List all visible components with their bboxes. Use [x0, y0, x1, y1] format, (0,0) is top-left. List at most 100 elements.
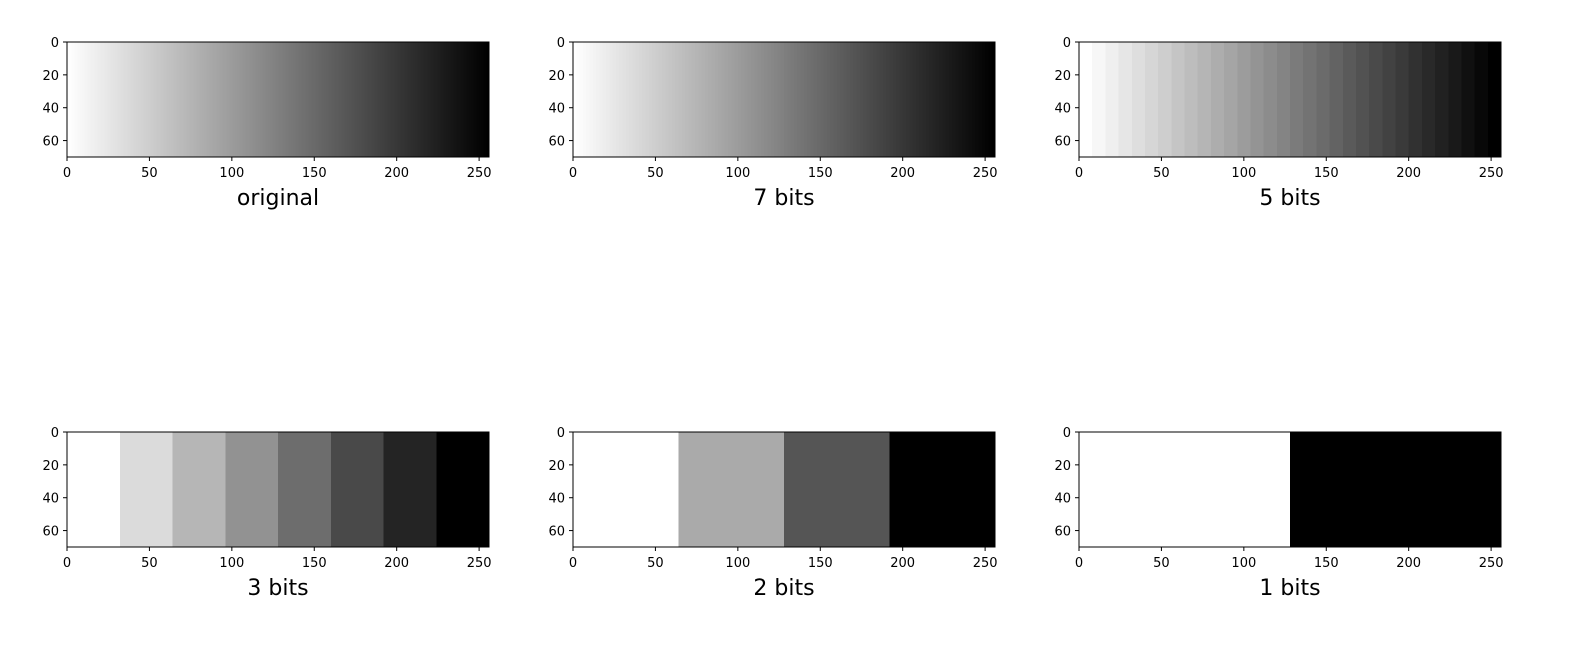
intensity-band	[1382, 42, 1397, 157]
intensity-band	[111, 42, 114, 157]
intensity-band	[96, 42, 99, 157]
y-tick-label: 0	[51, 36, 59, 51]
intensity-band	[764, 42, 769, 157]
intensity-band	[1184, 42, 1199, 157]
intensity-band	[212, 42, 215, 157]
axes-frame	[1078, 431, 1502, 548]
intensity-band	[413, 42, 416, 157]
x-tick-label: 200	[384, 556, 409, 571]
intensity-band	[912, 42, 917, 157]
y-tick-label: 20	[1054, 459, 1071, 474]
intensity-band	[678, 432, 785, 547]
intensity-band	[915, 42, 920, 157]
intensity-band	[863, 42, 868, 157]
intensity-band	[301, 42, 304, 157]
intensity-band	[823, 42, 828, 157]
intensity-band	[266, 42, 269, 157]
panel-2: 0 50 100 150 200 250 0 20 40 60 5 bits	[1054, 36, 1503, 211]
intensity-band	[840, 42, 844, 157]
intensity-band	[451, 42, 454, 157]
intensity-band	[236, 42, 240, 157]
intensity-band	[1435, 42, 1449, 157]
intensity-band	[327, 42, 330, 157]
x-tick-label: 0	[1075, 556, 1083, 571]
intensity-band	[225, 42, 228, 157]
intensity-band	[896, 42, 900, 157]
intensity-band	[165, 42, 169, 157]
intensity-band	[622, 42, 627, 157]
intensity-band	[241, 42, 244, 157]
intensity-band	[573, 42, 577, 157]
y-tick-label: 20	[42, 459, 59, 474]
intensity-band	[688, 42, 693, 157]
intensity-band	[238, 42, 241, 157]
intensity-band	[790, 42, 795, 157]
intensity-band	[1290, 42, 1304, 157]
intensity-band	[231, 42, 235, 157]
intensity-band	[642, 42, 647, 157]
intensity-band	[276, 42, 279, 157]
intensity-band	[609, 42, 614, 157]
y-tick-label: 40	[42, 492, 59, 507]
intensity-band	[826, 42, 831, 157]
intensity-band	[80, 42, 83, 157]
intensity-band	[1329, 42, 1344, 157]
intensity-band	[813, 42, 818, 157]
x-tick-label: 50	[141, 556, 158, 571]
intensity-band	[70, 42, 73, 157]
intensity-band	[487, 42, 490, 157]
intensity-band	[221, 42, 225, 157]
intensity-band	[309, 42, 312, 157]
intensity-band	[1408, 42, 1423, 157]
intensity-band	[358, 42, 362, 157]
intensity-band	[340, 42, 343, 157]
intensity-band	[217, 42, 220, 157]
intensity-band	[302, 42, 305, 157]
intensity-band	[1144, 42, 1159, 157]
intensity-band	[866, 42, 871, 157]
intensity-band	[741, 42, 746, 157]
intensity-band	[386, 42, 390, 157]
intensity-band	[942, 42, 947, 157]
intensity-band	[816, 42, 821, 157]
intensity-band	[269, 42, 273, 157]
intensity-band	[281, 42, 284, 157]
intensity-band	[985, 42, 990, 157]
axes-frame	[572, 41, 996, 158]
y-tick-label: 0	[1063, 36, 1071, 51]
y-tick-label: 40	[1054, 492, 1071, 507]
intensity-band	[747, 42, 752, 157]
x-tick-label: 250	[1479, 166, 1504, 181]
intensity-band	[952, 42, 957, 157]
intensity-band	[925, 42, 930, 157]
intensity-band	[134, 42, 137, 157]
x-tick-label: 250	[467, 166, 492, 181]
intensity-band	[1105, 42, 1120, 157]
intensity-band	[248, 42, 251, 157]
intensity-band	[370, 42, 373, 157]
intensity-band	[246, 42, 249, 157]
intensity-band	[701, 42, 706, 157]
intensity-band	[390, 42, 393, 157]
intensity-band	[1237, 42, 1252, 157]
x-tick-label: 200	[1396, 166, 1421, 181]
intensity-band	[797, 42, 802, 157]
intensity-band	[589, 42, 594, 157]
intensity-band	[708, 42, 713, 157]
intensity-band	[678, 42, 683, 157]
intensity-band	[615, 42, 620, 157]
intensity-band	[259, 42, 263, 157]
intensity-band	[75, 42, 78, 157]
intensity-band	[139, 42, 142, 157]
intensity-band	[406, 42, 409, 157]
intensity-band	[853, 42, 858, 157]
intensity-band	[88, 42, 91, 157]
intensity-band	[126, 42, 129, 157]
panel-title: 5 bits	[1259, 186, 1320, 211]
intensity-band	[408, 42, 411, 157]
intensity-band	[638, 42, 643, 157]
intensity-band	[1118, 42, 1133, 157]
intensity-band	[376, 42, 380, 157]
intensity-band	[310, 42, 314, 157]
intensity-band	[137, 42, 141, 157]
